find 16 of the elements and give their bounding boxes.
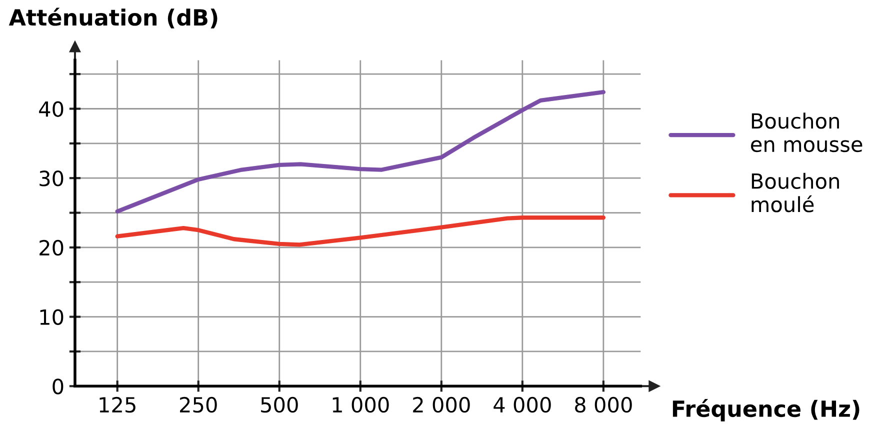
x-tick-label: 250 [180,396,217,413]
legend-label: Bouchon moulé [752,172,839,212]
y-tick-label: 20 [40,240,64,256]
y-tick-label: 40 [39,101,64,117]
x-tick-label: 500 [261,396,298,413]
y-tick-label: 30 [40,170,64,186]
x-tick-label: 4 000 [494,396,551,413]
x-axis-title: Fréquence (Hz) [672,399,860,422]
x-tick-label: 125 [100,396,136,413]
y-tick-label: 0 [52,378,64,394]
x-tick-label: 1 000 [332,396,389,413]
y-axis-title: Atténuation (dB) [8,8,218,28]
x-tick-label: 8 000 [575,396,632,413]
x-tick-label: 2 000 [413,396,470,413]
legend-label: Bouchon en mousse [751,112,862,152]
y-tick-label: 10 [40,309,64,325]
